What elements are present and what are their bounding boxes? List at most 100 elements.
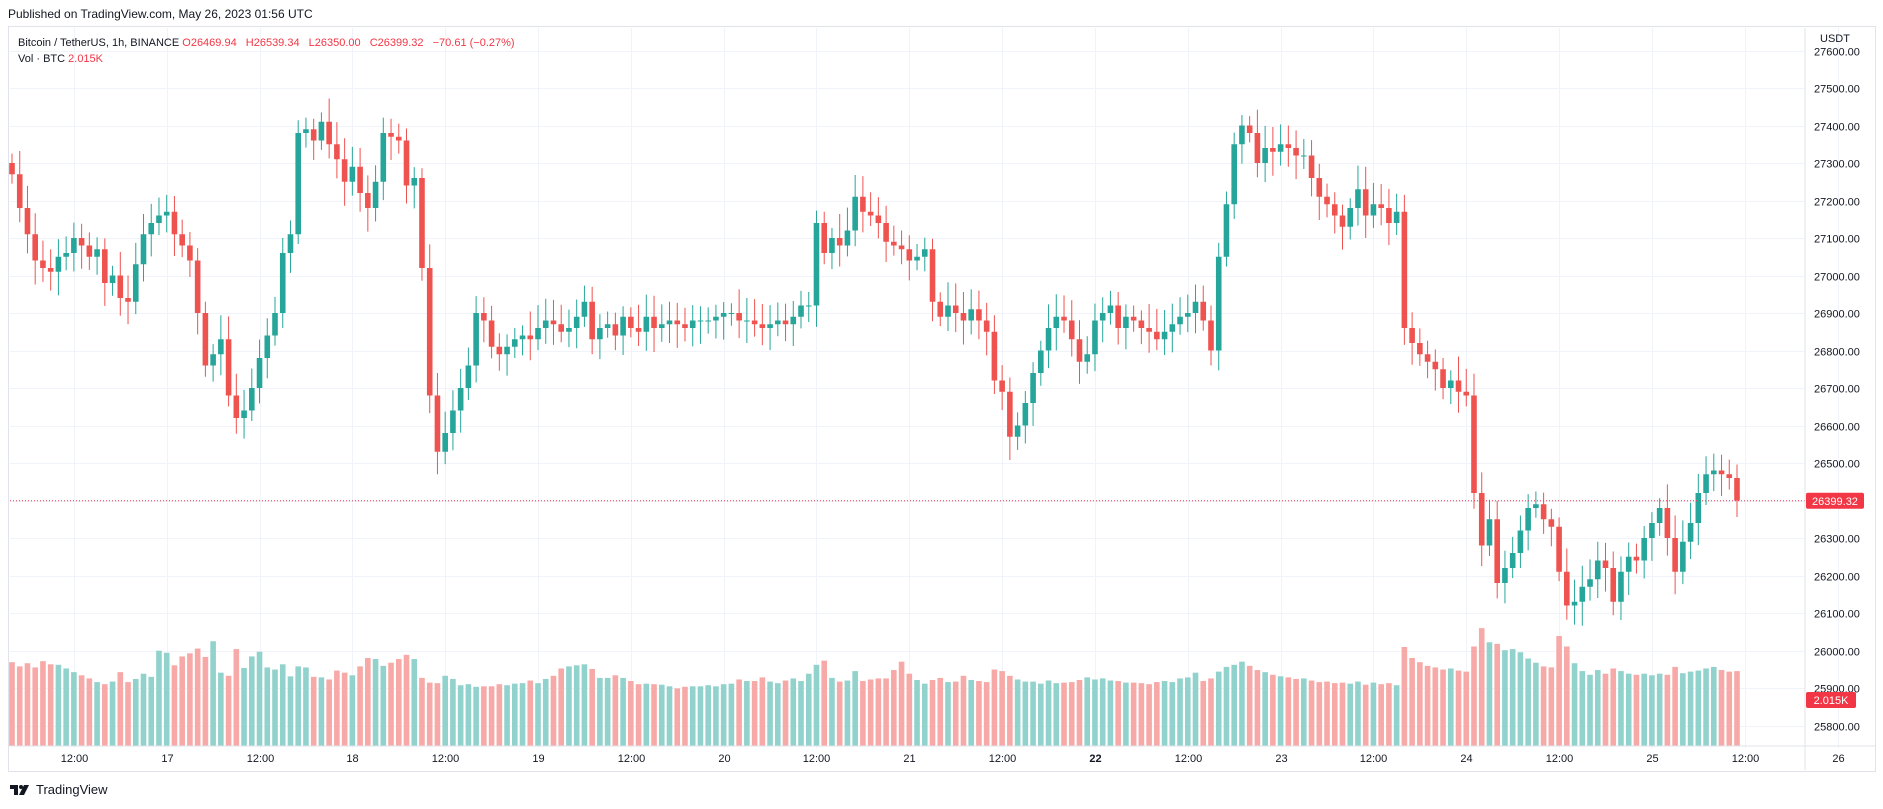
candle [1308,140,1315,197]
volume-bar [94,682,100,746]
candle-body [1115,305,1121,328]
candle [1579,565,1586,626]
candle [952,283,959,333]
candle [1270,127,1276,176]
candle-body [875,215,882,223]
volume-bar [1726,671,1733,746]
volume-bar [357,666,363,746]
volume-bar [558,668,565,746]
candle [1347,198,1354,240]
time-tick-label: 12:00 [989,753,1017,765]
price-tick-label: 27400.00 [1814,122,1860,134]
candle [225,316,232,407]
volume-bar [1447,668,1454,746]
candle-body [1177,316,1183,325]
volume-bar [264,667,271,746]
candle [1393,193,1400,235]
volume-bar [1602,673,1609,746]
candle-body [1308,155,1315,178]
candle [1208,305,1214,366]
volume-bar [1417,662,1423,746]
candle [1285,125,1292,167]
candle-body [720,313,727,317]
candle [713,304,719,339]
candle-body [643,316,650,332]
candle-body [921,249,928,257]
volume-bar [1270,674,1276,746]
tradingview-logo[interactable]: TradingView [10,782,108,797]
candle-body [218,339,224,355]
candle [999,365,1005,411]
candle-body [442,433,448,452]
volume-bar [9,662,15,746]
candle [1130,305,1137,332]
time-tick-label: 12:00 [1175,753,1203,765]
candle-body [1208,320,1214,351]
candle [1301,139,1307,169]
candle-body [117,275,124,298]
candle-body [1316,178,1323,197]
candle-body [295,133,302,235]
last-price-badge [1806,492,1864,509]
volume-bar [434,683,441,746]
candle [643,294,650,351]
candle-body [1633,556,1640,561]
volume-bar [1200,681,1207,746]
candle-body [960,313,967,321]
candle-body [225,339,232,396]
volume-bar [310,676,317,746]
volume-bar [1378,684,1384,746]
volume-bar [898,661,905,746]
candle-body [1695,493,1702,523]
candle [63,236,69,271]
candle-body [512,339,518,347]
candle-body [256,358,263,388]
candle [148,203,155,257]
candle [465,347,472,400]
volume-bar [1564,646,1570,746]
volume-bar [496,684,503,746]
volume-bar [457,685,464,746]
candle-body [1262,148,1268,163]
volume-bar [782,680,789,746]
volume-bar [829,677,835,746]
volume-bar [1331,683,1338,746]
volume-bar [581,664,588,746]
candle [898,230,905,265]
volume-bar [1641,673,1647,746]
candle [1556,517,1562,582]
candle [813,210,820,327]
legend-volume-label[interactable]: Vol · BTC [18,53,66,65]
candle-body [272,313,278,336]
candle-body [790,316,797,325]
volume-bar [256,651,263,746]
candle-body [558,324,565,332]
candle [891,225,897,256]
candle [589,286,595,355]
legend-symbol[interactable]: Bitcoin / TetherUS, 1h, BINANCE [18,37,180,49]
candle [16,151,23,223]
candle-body [1494,519,1501,583]
price-tick-label: 26000.00 [1814,647,1860,659]
candle [1455,356,1462,413]
volume-bar [713,686,719,746]
candle [921,237,928,272]
candle [1548,508,1555,547]
volume-bar [1293,678,1299,746]
candle-body [1154,331,1160,340]
volume-bar [1208,678,1214,746]
volume-bar [171,665,178,746]
price-tick-label: 26100.00 [1814,609,1860,621]
time-tick-label: 23 [1275,753,1287,765]
candle [689,305,696,347]
candle-body [1022,403,1029,426]
candle [1339,204,1346,250]
candle-body [860,196,866,212]
volume-bar [921,683,928,746]
candle [1710,453,1717,492]
volume-bar [1223,666,1230,746]
candle-body [40,260,46,268]
candle [945,282,951,331]
candle [1184,294,1191,333]
